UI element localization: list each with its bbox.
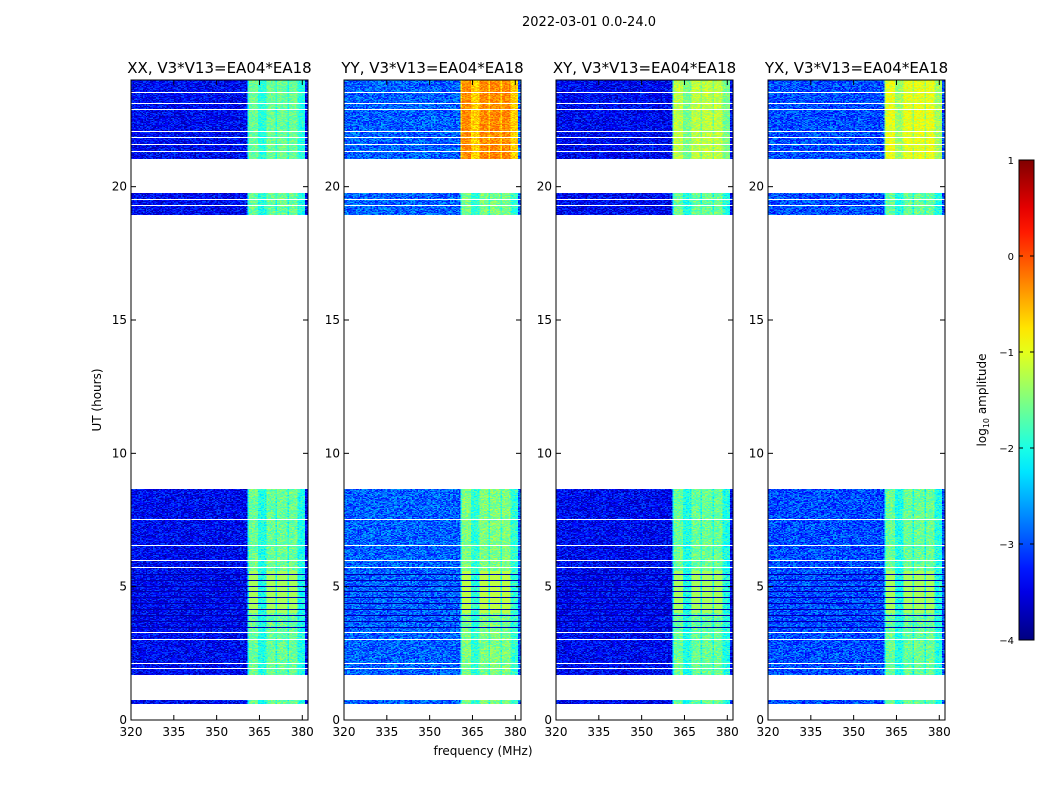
y-tick-label: 0 xyxy=(119,713,127,727)
colorbar-label: log10 amplitude xyxy=(975,354,991,447)
x-tick-label: 350 xyxy=(418,725,441,739)
panel-yy: YY, V3*V13=EA04*EA18 320 335 350 365 380 0 5 10 1… xyxy=(325,59,527,739)
colorbar-tick-label: 0 xyxy=(1008,252,1014,263)
y-tick-label: 0 xyxy=(544,713,552,727)
x-tick-label: 335 xyxy=(162,725,185,739)
x-tick-label: 350 xyxy=(205,725,228,739)
x-tick-label: 335 xyxy=(375,725,398,739)
colorbar-tick-label: −4 xyxy=(999,636,1014,647)
panel-title: YX, V3*V13=EA04*EA18 xyxy=(764,59,948,77)
y-tick-label: 20 xyxy=(749,180,764,194)
y-tick-label: 15 xyxy=(537,313,552,327)
y-tick-label: 5 xyxy=(756,580,764,594)
x-tick-label: 350 xyxy=(842,725,865,739)
x-tick-label: 380 xyxy=(504,725,527,739)
panel-title: XY, V3*V13=EA04*EA18 xyxy=(553,59,736,77)
y-tick-label: 0 xyxy=(756,713,764,727)
colorbar-tick-label: −3 xyxy=(999,540,1014,551)
heatmap-raster xyxy=(131,80,308,720)
x-tick-label: 335 xyxy=(799,725,822,739)
plot-frame xyxy=(767,79,946,721)
x-tick-label: 365 xyxy=(673,725,696,739)
colorbar-tick-label: −2 xyxy=(999,444,1014,455)
panel-title: YY, V3*V13=EA04*EA18 xyxy=(340,59,523,77)
panel-yx: YX, V3*V13=EA04*EA18 320 335 350 365 380 0 5 10 1… xyxy=(749,59,951,739)
y-tick-label: 15 xyxy=(325,313,340,327)
colorbar: 1 0 −1 −2 −3 −4 log10 amplitude xyxy=(975,156,1035,647)
heatmap-raster xyxy=(344,80,521,720)
y-tick-label: 20 xyxy=(537,180,552,194)
y-tick-label: 5 xyxy=(119,580,127,594)
heatmap-raster xyxy=(556,80,733,720)
x-tick-label: 365 xyxy=(248,725,271,739)
y-tick-label: 0 xyxy=(332,713,340,727)
plot-frame xyxy=(343,79,522,721)
x-tick-label: 320 xyxy=(545,725,568,739)
panel-xx: XX, V3*V13=EA04*EA18 320 335 350 365 380 0 5 10 1… xyxy=(112,59,314,739)
panel-xy: XY, V3*V13=EA04*EA18 320 335 350 365 380 0 5 10 1… xyxy=(537,59,739,739)
x-axis-label: frequency (MHz) xyxy=(433,744,532,758)
y-tick-label: 20 xyxy=(325,180,340,194)
x-tick-label: 380 xyxy=(291,725,314,739)
x-tick-label: 320 xyxy=(757,725,780,739)
x-tick-label: 380 xyxy=(928,725,951,739)
x-tick-label: 380 xyxy=(716,725,739,739)
colorbar-tick-label: 1 xyxy=(1008,156,1014,167)
y-tick-label: 15 xyxy=(112,313,127,327)
x-tick-label: 350 xyxy=(630,725,653,739)
colorbar-tick-label: −1 xyxy=(999,348,1014,359)
y-tick-label: 5 xyxy=(332,580,340,594)
x-tick-label: 335 xyxy=(587,725,610,739)
y-tick-label: 5 xyxy=(544,580,552,594)
y-tick-label: 10 xyxy=(749,446,764,460)
x-tick-label: 320 xyxy=(333,725,356,739)
heatmap-raster xyxy=(768,80,945,720)
x-tick-label: 365 xyxy=(461,725,484,739)
plot-frame xyxy=(130,79,309,721)
panels: XX, V3*V13=EA04*EA18 320 335 350 365 380 0 5 10 1… xyxy=(112,59,951,739)
figure-title: 2022-03-01 0.0-24.0 xyxy=(522,15,656,30)
y-tick-label: 10 xyxy=(325,446,340,460)
y-tick-label: 10 xyxy=(112,446,127,460)
y-tick-label: 20 xyxy=(112,180,127,194)
y-tick-label: 10 xyxy=(537,446,552,460)
y-axis-label: UT (hours) xyxy=(90,368,104,431)
panel-title: XX, V3*V13=EA04*EA18 xyxy=(127,59,311,77)
y-tick-label: 15 xyxy=(749,313,764,327)
plot-frame xyxy=(555,79,734,721)
x-tick-label: 365 xyxy=(885,725,908,739)
colorbar-scale xyxy=(1018,159,1035,641)
x-tick-label: 320 xyxy=(120,725,143,739)
